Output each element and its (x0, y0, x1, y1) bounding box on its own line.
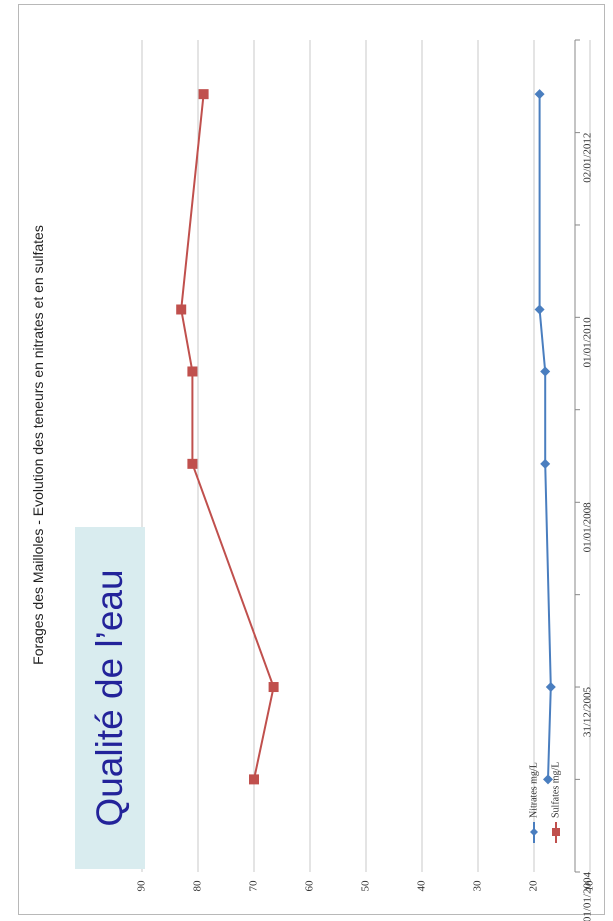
overlay-label: Qualité de l’eau (89, 569, 130, 827)
value-tick-label: 10 (584, 880, 596, 892)
legend-marker (552, 828, 560, 836)
time-tick-label: 02/01/2012 (582, 133, 594, 183)
chart-title: Forages des Mailloles - Evolution des te… (30, 225, 46, 665)
overlay-banner (75, 527, 145, 869)
series (176, 89, 556, 785)
data-point (249, 774, 259, 785)
value-tick-label: 50 (360, 880, 372, 892)
data-point (545, 682, 556, 693)
data-point (187, 366, 198, 377)
value-tick-label: 30 (472, 880, 484, 892)
value-tick-label: 80 (192, 880, 204, 892)
legend: Nitrates mg/L Sulfates mg/L (528, 762, 561, 843)
value-tick-label: 20 (528, 880, 540, 892)
data-point (198, 89, 209, 100)
time-tick-label: 01/01/2004 (582, 872, 594, 921)
data-point (268, 682, 279, 693)
legend-label: Sulfates mg/L (550, 762, 561, 818)
series-line (180, 94, 275, 780)
data-point (540, 458, 551, 469)
time-tick-label: 01/01/2008 (582, 502, 594, 553)
series-line (538, 94, 552, 780)
data-point (176, 304, 187, 315)
time-tick-label: 31/12/2005 (582, 687, 594, 738)
value-tick-label: 60 (304, 880, 316, 892)
legend-marker (530, 828, 538, 836)
time-tick-label: 01/01/2010 (582, 317, 594, 368)
value-tick-label: 40 (416, 880, 428, 892)
data-point (534, 304, 545, 315)
value-tick-label: 90 (136, 880, 148, 892)
axes: 010203040506070809001/01/200431/12/20050… (136, 39, 596, 921)
value-tick-label: 70 (248, 880, 260, 892)
data-point (540, 366, 551, 377)
gridlines (141, 40, 591, 872)
data-point (534, 89, 545, 100)
legend-label: Nitrates mg/L (528, 762, 539, 818)
data-point (543, 774, 553, 785)
data-point (187, 458, 198, 469)
